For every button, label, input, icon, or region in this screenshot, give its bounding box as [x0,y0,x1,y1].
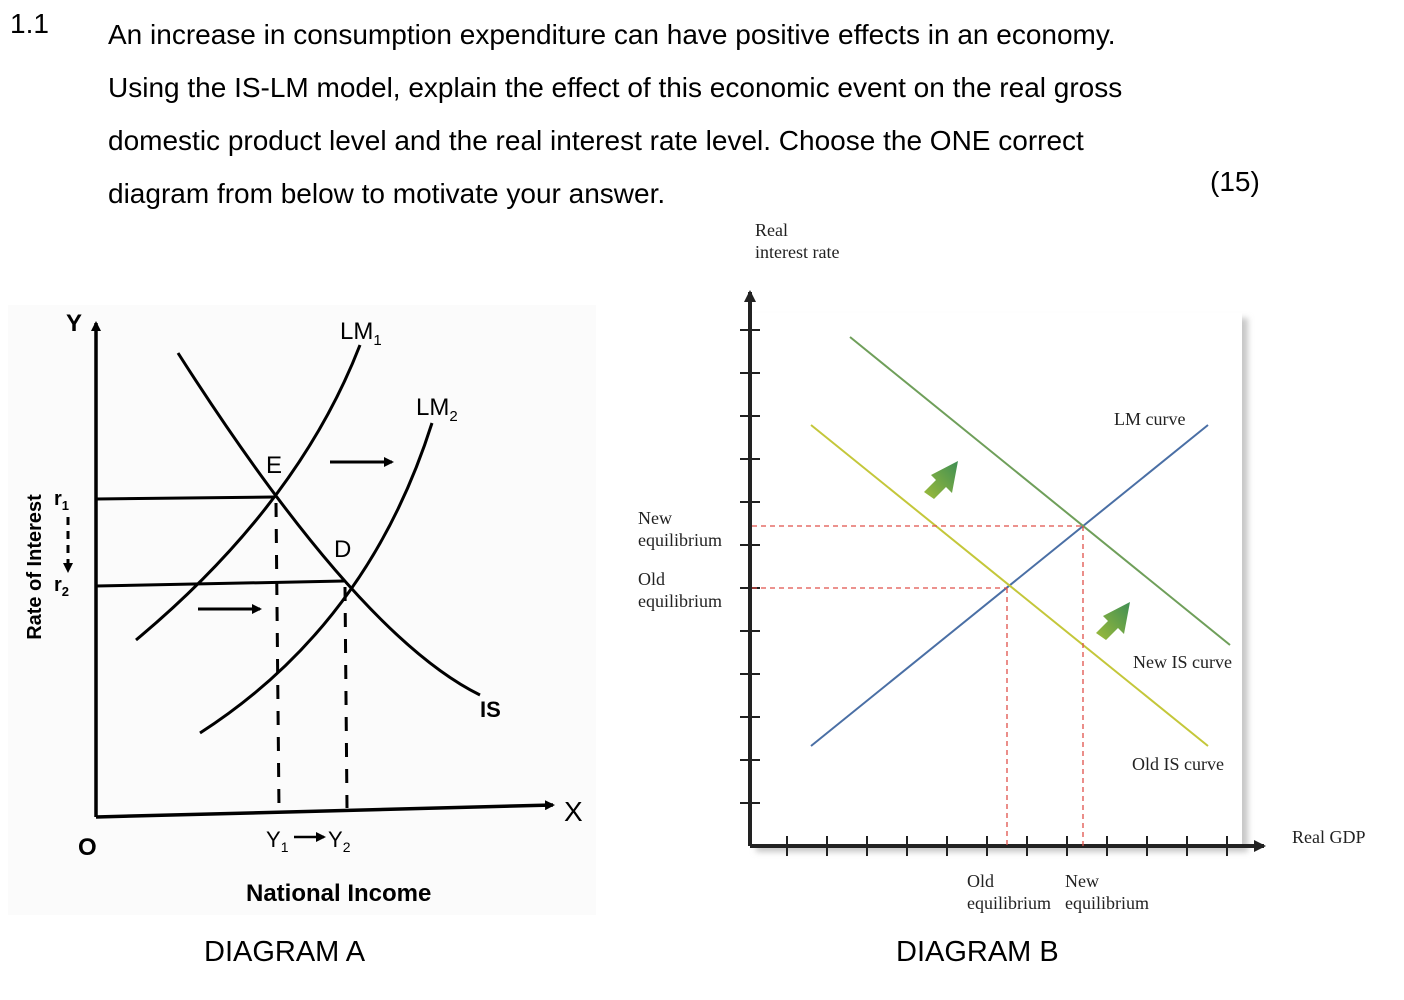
a-y1-sub: 1 [281,839,289,855]
b-x-axis-title: Real GDP [1292,827,1366,847]
a-lm1-sub: 1 [373,332,381,349]
a-r1-line [95,495,275,501]
b-new-is-curve [849,336,1231,646]
a-point-d: D [334,536,351,563]
b-new-eq-y-line2: equilibrium [638,530,722,550]
diagram-b-caption: DIAGRAM B [896,936,1059,968]
b-shift-arrow-upper [924,461,958,499]
question-line-2: Using the IS-LM model, explain the effec… [108,72,1123,103]
b-new-eq-y-line1: New [638,508,672,528]
a-lm2-curve [199,422,434,735]
b-dashed-guides [752,525,1084,846]
a-r2-sub: 2 [62,584,69,599]
a-point-e: E [266,452,282,479]
a-lm1-label: LM [340,318,373,345]
a-lm2-label: LM [416,394,449,421]
svg-text:LM1: LM1 [340,318,382,349]
a-y2-dashed [343,586,349,809]
a-lm1-curve [135,344,362,642]
question-number: 1.1 [10,8,49,39]
diagram-a-caption: DIAGRAM A [204,936,366,968]
b-lm-label: LM curve [1114,409,1185,429]
a-y-axis-title: Rate of Interest [24,494,46,640]
b-y-axis-title-line1: Real [755,220,788,240]
b-y-axis-title-line2: interest rate [755,242,839,262]
svg-text:Y2: Y2 [328,827,351,855]
question-text: An increase in consumption expenditure c… [108,8,1258,220]
question-line-1: An increase in consumption expenditure c… [108,19,1116,50]
a-y2-sub: 2 [343,839,351,855]
b-plot-panel [752,313,1242,846]
svg-text:r2: r2 [54,574,69,599]
b-new-eq-x-line2: equilibrium [1065,893,1149,913]
a-y2-label: Y [328,827,343,852]
svg-text:Y1: Y1 [266,827,289,855]
diagram-a: Y X O Rate of Interest National Income L… [8,305,596,915]
a-x-axis-title: National Income [246,880,431,907]
b-x-ticks [786,836,1228,856]
b-new-eq-x-line1: New [1065,871,1099,891]
a-lm2-sub: 2 [449,408,457,425]
diagram-b: Real interest rate Real GDP New equilibr… [638,220,1366,913]
a-r1-sub: 1 [62,498,69,513]
question-line-4: diagram from below to motivate your answ… [108,178,666,209]
svg-text:r1: r1 [54,488,69,513]
question-line-3: domestic product level and the real inte… [108,125,1084,156]
a-r2-label: r [54,574,62,596]
b-old-eq-x-line2: equilibrium [967,893,1051,913]
b-new-is-label: New IS curve [1133,652,1232,672]
a-origin-label: O [78,834,97,861]
b-old-eq-x-line1: Old [967,871,994,891]
a-is-curve [176,352,481,697]
a-y1-label: Y [266,827,281,852]
a-r1-label: r [54,488,62,510]
b-old-eq-y-line1: Old [638,569,665,589]
b-y-ticks [740,329,760,804]
b-shift-arrow-lower [1096,602,1130,640]
question-marks: (15) [1210,166,1260,197]
b-old-eq-y-line2: equilibrium [638,591,722,611]
svg-text:LM2: LM2 [416,394,458,425]
b-old-is-label: Old IS curve [1132,754,1224,774]
a-x-axis-letter: X [564,796,583,827]
a-y-axis-letter: Y [66,310,82,337]
b-old-is-curve [810,424,1209,747]
a-r2-line [95,579,345,588]
a-x-axis [95,800,555,819]
a-is-label: IS [480,697,501,722]
